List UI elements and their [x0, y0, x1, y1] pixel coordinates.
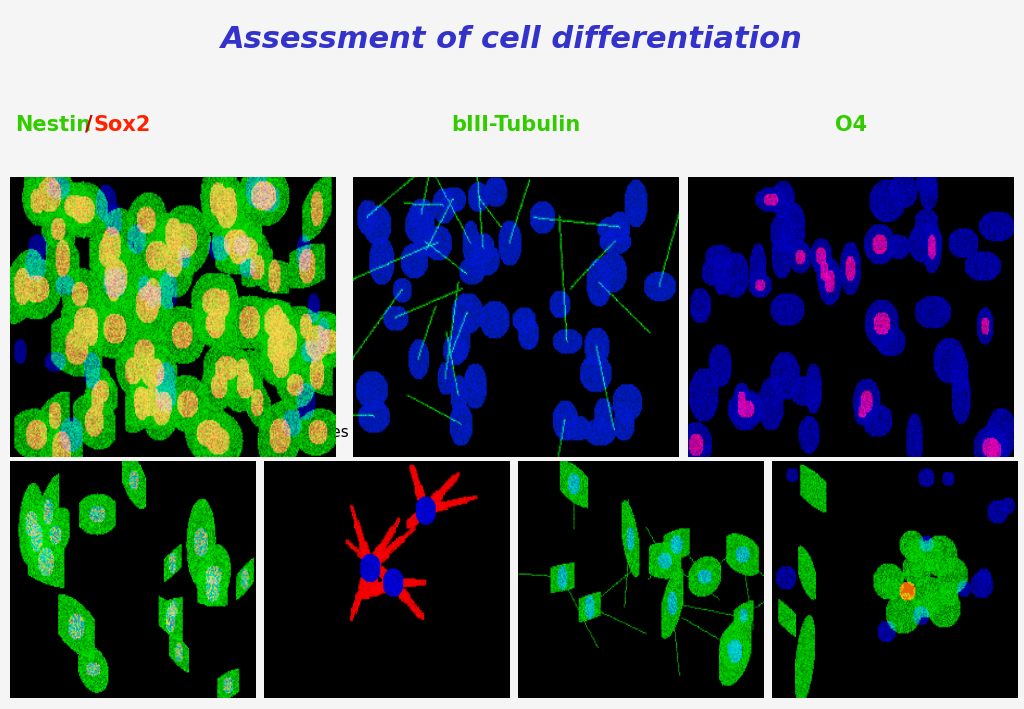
Text: Assessment of cell differentiation: Assessment of cell differentiation	[221, 25, 803, 54]
Text: Nestin: Nestin	[15, 115, 91, 135]
Text: bIII-Tubulin: bIII-Tubulin	[452, 115, 581, 135]
Text: Oligodendrocytes: Oligodendrocytes	[777, 425, 911, 440]
Text: Astrocytes: Astrocytes	[269, 425, 350, 440]
Text: /: /	[85, 115, 92, 135]
Text: O4: O4	[835, 115, 867, 135]
Text: Sox2: Sox2	[93, 115, 151, 135]
Text: Neurons: Neurons	[523, 425, 587, 440]
Text: Undifferentiated: Undifferentiated	[15, 425, 140, 440]
